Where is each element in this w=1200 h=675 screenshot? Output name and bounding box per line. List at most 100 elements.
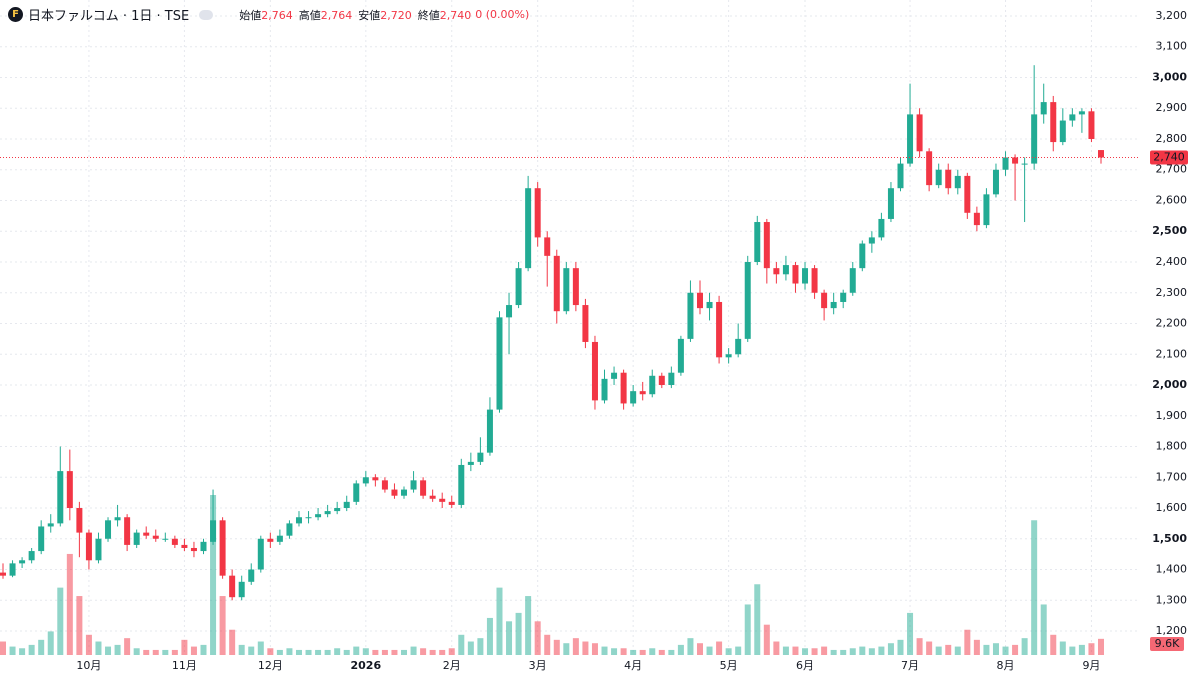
y-tick-label: 2,500: [1152, 224, 1187, 237]
volume-bar: [410, 646, 417, 655]
volume-bar: [286, 648, 293, 655]
volume-bar: [544, 634, 551, 655]
volume-bar: [811, 648, 818, 655]
volume-bar: [821, 646, 828, 655]
candle-body: [515, 268, 522, 306]
candle-body: [544, 237, 551, 256]
candle-body: [200, 541, 207, 552]
x-tick-label: 11月: [172, 659, 197, 672]
volume-bar: [362, 648, 369, 655]
candle-body: [964, 175, 971, 213]
volume-bar: [401, 649, 408, 655]
volume-bar: [1098, 638, 1104, 655]
candle-body: [305, 517, 312, 519]
y-tick-label: 2,400: [1156, 255, 1188, 268]
volume-bar: [267, 648, 274, 655]
volume-bar: [515, 612, 522, 655]
y-tick-label: 2,800: [1156, 132, 1188, 145]
candle-body: [744, 262, 751, 339]
candle-body: [190, 547, 197, 552]
candle-body: [983, 194, 990, 226]
candle-body: [591, 341, 598, 401]
volume-bar: [85, 634, 92, 655]
volume-bar: [1050, 634, 1057, 655]
last-volume-label: 9.6K: [1155, 637, 1180, 650]
candle-body: [219, 520, 226, 576]
candle-body: [534, 188, 541, 238]
candle-body: [687, 292, 694, 339]
volume-bar: [725, 648, 732, 655]
volume-bar: [525, 596, 532, 655]
volume-bar: [973, 639, 980, 655]
last-price-label: 2,740: [1153, 150, 1185, 163]
candle-body: [439, 498, 446, 502]
candle-body: [630, 391, 637, 404]
volume-bar: [658, 649, 665, 655]
volume-bar: [763, 624, 770, 655]
candle-body: [811, 268, 818, 293]
y-tick-label: 1,300: [1156, 593, 1188, 606]
volume-bar: [639, 649, 646, 655]
volume-bar: [1088, 643, 1095, 655]
candle-body: [1088, 111, 1095, 139]
candle-body: [343, 501, 350, 509]
volume-bar: [229, 629, 236, 655]
candle-body: [821, 292, 828, 309]
candle-body: [381, 480, 388, 490]
y-tick-label: 2,300: [1156, 286, 1188, 299]
volume-bar: [677, 644, 684, 655]
candle-body: [735, 338, 742, 355]
candle-body: [782, 265, 789, 275]
volume-bar: [887, 643, 894, 655]
y-tick-label: 2,600: [1156, 193, 1188, 206]
x-tick-label: 2026: [351, 659, 382, 672]
volume-bar: [238, 644, 245, 655]
candle-body: [315, 514, 322, 518]
volume-bar: [19, 648, 26, 655]
candle-body: [1050, 102, 1057, 143]
candle-body: [992, 169, 999, 195]
candle-body: [763, 222, 770, 269]
candle-body: [926, 151, 933, 186]
volume-bar: [171, 649, 178, 655]
x-tick-label: 5月: [720, 659, 738, 672]
volume-bar: [744, 604, 751, 655]
x-tick-label: 6月: [796, 659, 814, 672]
volume-bar: [477, 638, 484, 655]
candle-body: [639, 391, 646, 395]
volume-bar: [563, 643, 570, 655]
candle-body: [668, 372, 675, 386]
candle-body: [47, 523, 54, 527]
candle-body: [916, 114, 923, 152]
volume-bar: [0, 641, 6, 655]
candle-body: [677, 338, 684, 373]
y-tick-label: 1,200: [1156, 624, 1188, 637]
candle-body: [286, 523, 293, 536]
volume-bar: [620, 648, 627, 655]
candle-body: [362, 477, 369, 484]
volume-bar: [1059, 641, 1066, 655]
candle-body: [124, 517, 131, 545]
candle-body: [28, 551, 35, 561]
volume-bar: [649, 648, 656, 655]
volume-bar: [381, 649, 388, 655]
candle-body: [1069, 114, 1076, 121]
volume-bar: [916, 638, 923, 655]
candle-body: [601, 378, 608, 401]
last-volume-badge: [1150, 637, 1184, 651]
candle-body: [802, 268, 809, 284]
volume-bar: [439, 649, 446, 655]
y-tick-label: 2,100: [1156, 347, 1188, 360]
volume-bar: [143, 649, 150, 655]
candle-body: [1078, 111, 1085, 115]
x-tick-label: 3月: [529, 659, 547, 672]
candle-body: [897, 163, 904, 189]
collapse-button[interactable]: [199, 9, 214, 20]
volume-bar: [926, 641, 933, 655]
legend-value: 2,740: [439, 8, 472, 22]
volume-bar: [315, 649, 322, 655]
volume-bar: [1078, 644, 1085, 655]
volume-bar: [248, 646, 255, 655]
candle-body: [1059, 120, 1066, 143]
y-tick-label: 1,400: [1156, 563, 1188, 576]
